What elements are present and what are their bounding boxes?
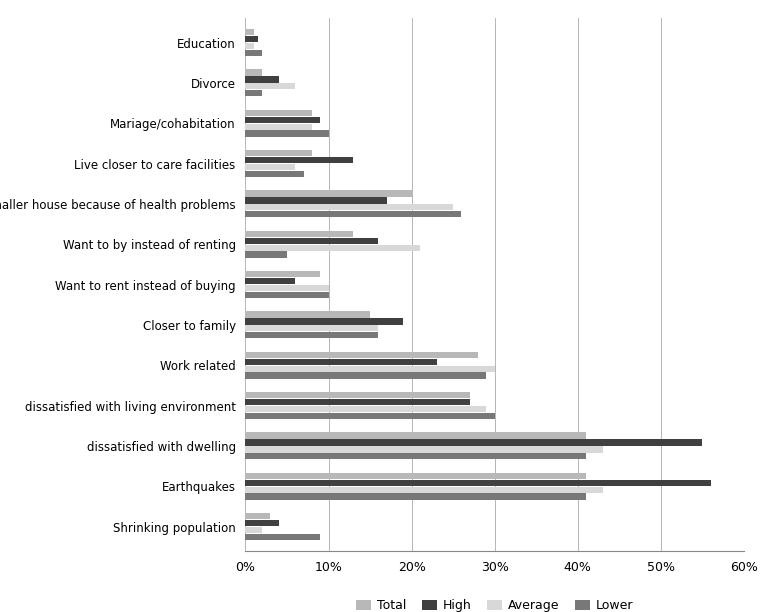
- Bar: [245, 271, 320, 277]
- Bar: [245, 130, 328, 136]
- Bar: [245, 318, 403, 324]
- Bar: [245, 446, 603, 452]
- Bar: [245, 325, 378, 332]
- Bar: [245, 76, 278, 83]
- Bar: [245, 487, 603, 493]
- Bar: [245, 412, 495, 419]
- Bar: [245, 83, 295, 89]
- Bar: [245, 534, 320, 540]
- Bar: [245, 36, 258, 42]
- Bar: [245, 124, 312, 130]
- Bar: [245, 312, 370, 318]
- Bar: [245, 520, 278, 526]
- Bar: [245, 372, 486, 379]
- Bar: [245, 43, 254, 49]
- Bar: [245, 480, 711, 486]
- Bar: [245, 352, 478, 358]
- Bar: [245, 204, 453, 211]
- Bar: [245, 252, 287, 258]
- Bar: [245, 406, 486, 412]
- Bar: [245, 197, 387, 204]
- Bar: [245, 245, 420, 251]
- Bar: [245, 110, 312, 116]
- Bar: [245, 513, 270, 520]
- Bar: [245, 453, 586, 460]
- Bar: [245, 433, 586, 439]
- Legend: Total, High, Average, Lower: Total, High, Average, Lower: [351, 594, 638, 612]
- Bar: [245, 69, 262, 76]
- Bar: [245, 164, 295, 170]
- Bar: [245, 439, 703, 446]
- Bar: [245, 285, 328, 291]
- Bar: [245, 231, 354, 237]
- Bar: [245, 527, 262, 533]
- Bar: [245, 359, 436, 365]
- Bar: [245, 150, 312, 157]
- Bar: [245, 50, 262, 56]
- Bar: [245, 157, 354, 163]
- Bar: [245, 29, 254, 35]
- Bar: [245, 365, 495, 372]
- Bar: [245, 332, 378, 338]
- Bar: [245, 473, 586, 479]
- Bar: [245, 399, 469, 405]
- Bar: [245, 190, 412, 197]
- Bar: [245, 278, 295, 285]
- Bar: [245, 90, 262, 96]
- Bar: [245, 237, 378, 244]
- Bar: [245, 493, 586, 500]
- Bar: [245, 171, 304, 177]
- Bar: [245, 292, 328, 298]
- Bar: [245, 392, 469, 398]
- Bar: [245, 117, 320, 123]
- Bar: [245, 211, 462, 217]
